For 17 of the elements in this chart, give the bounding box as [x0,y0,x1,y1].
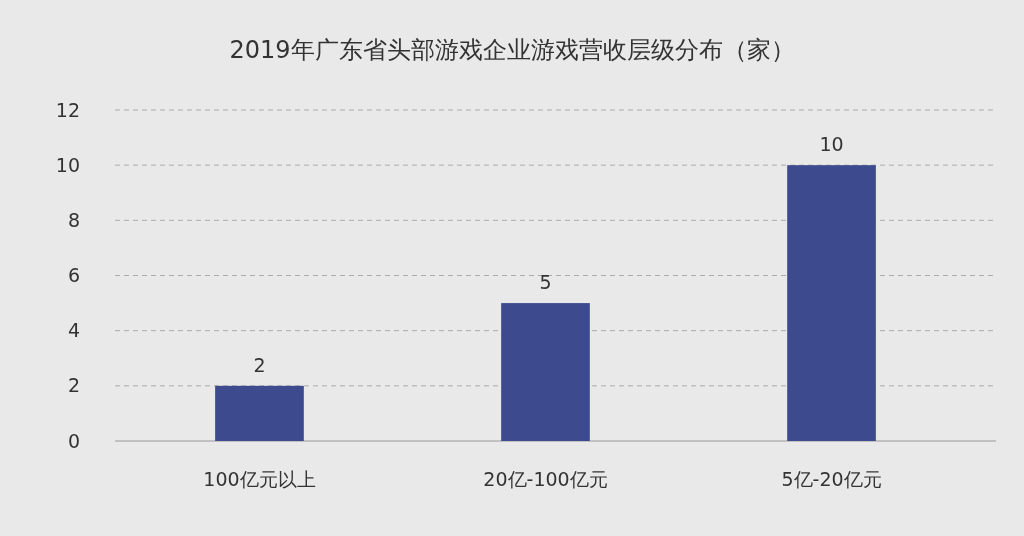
x-tick-label: 20亿-100亿元 [483,468,608,490]
y-tick-label: 12 [55,98,80,121]
y-tick-label: 6 [67,264,80,287]
bar [215,385,304,441]
y-tick-label: 0 [67,429,80,452]
x-tick-label: 5亿-20亿元 [781,468,882,490]
y-tick-label: 2 [67,374,80,397]
data-label: 5 [539,271,552,294]
bar [787,165,876,441]
chart-title: 2019年广东省头部游戏企业游戏营收层级分布（家） [229,36,795,64]
y-tick-label: 10 [55,153,80,176]
y-tick-label: 8 [67,208,80,231]
data-label: 2 [253,353,266,376]
bar [501,303,590,441]
y-tick-label: 4 [67,319,80,342]
data-label: 10 [819,133,844,156]
x-tick-label: 100亿元以上 [203,468,316,490]
